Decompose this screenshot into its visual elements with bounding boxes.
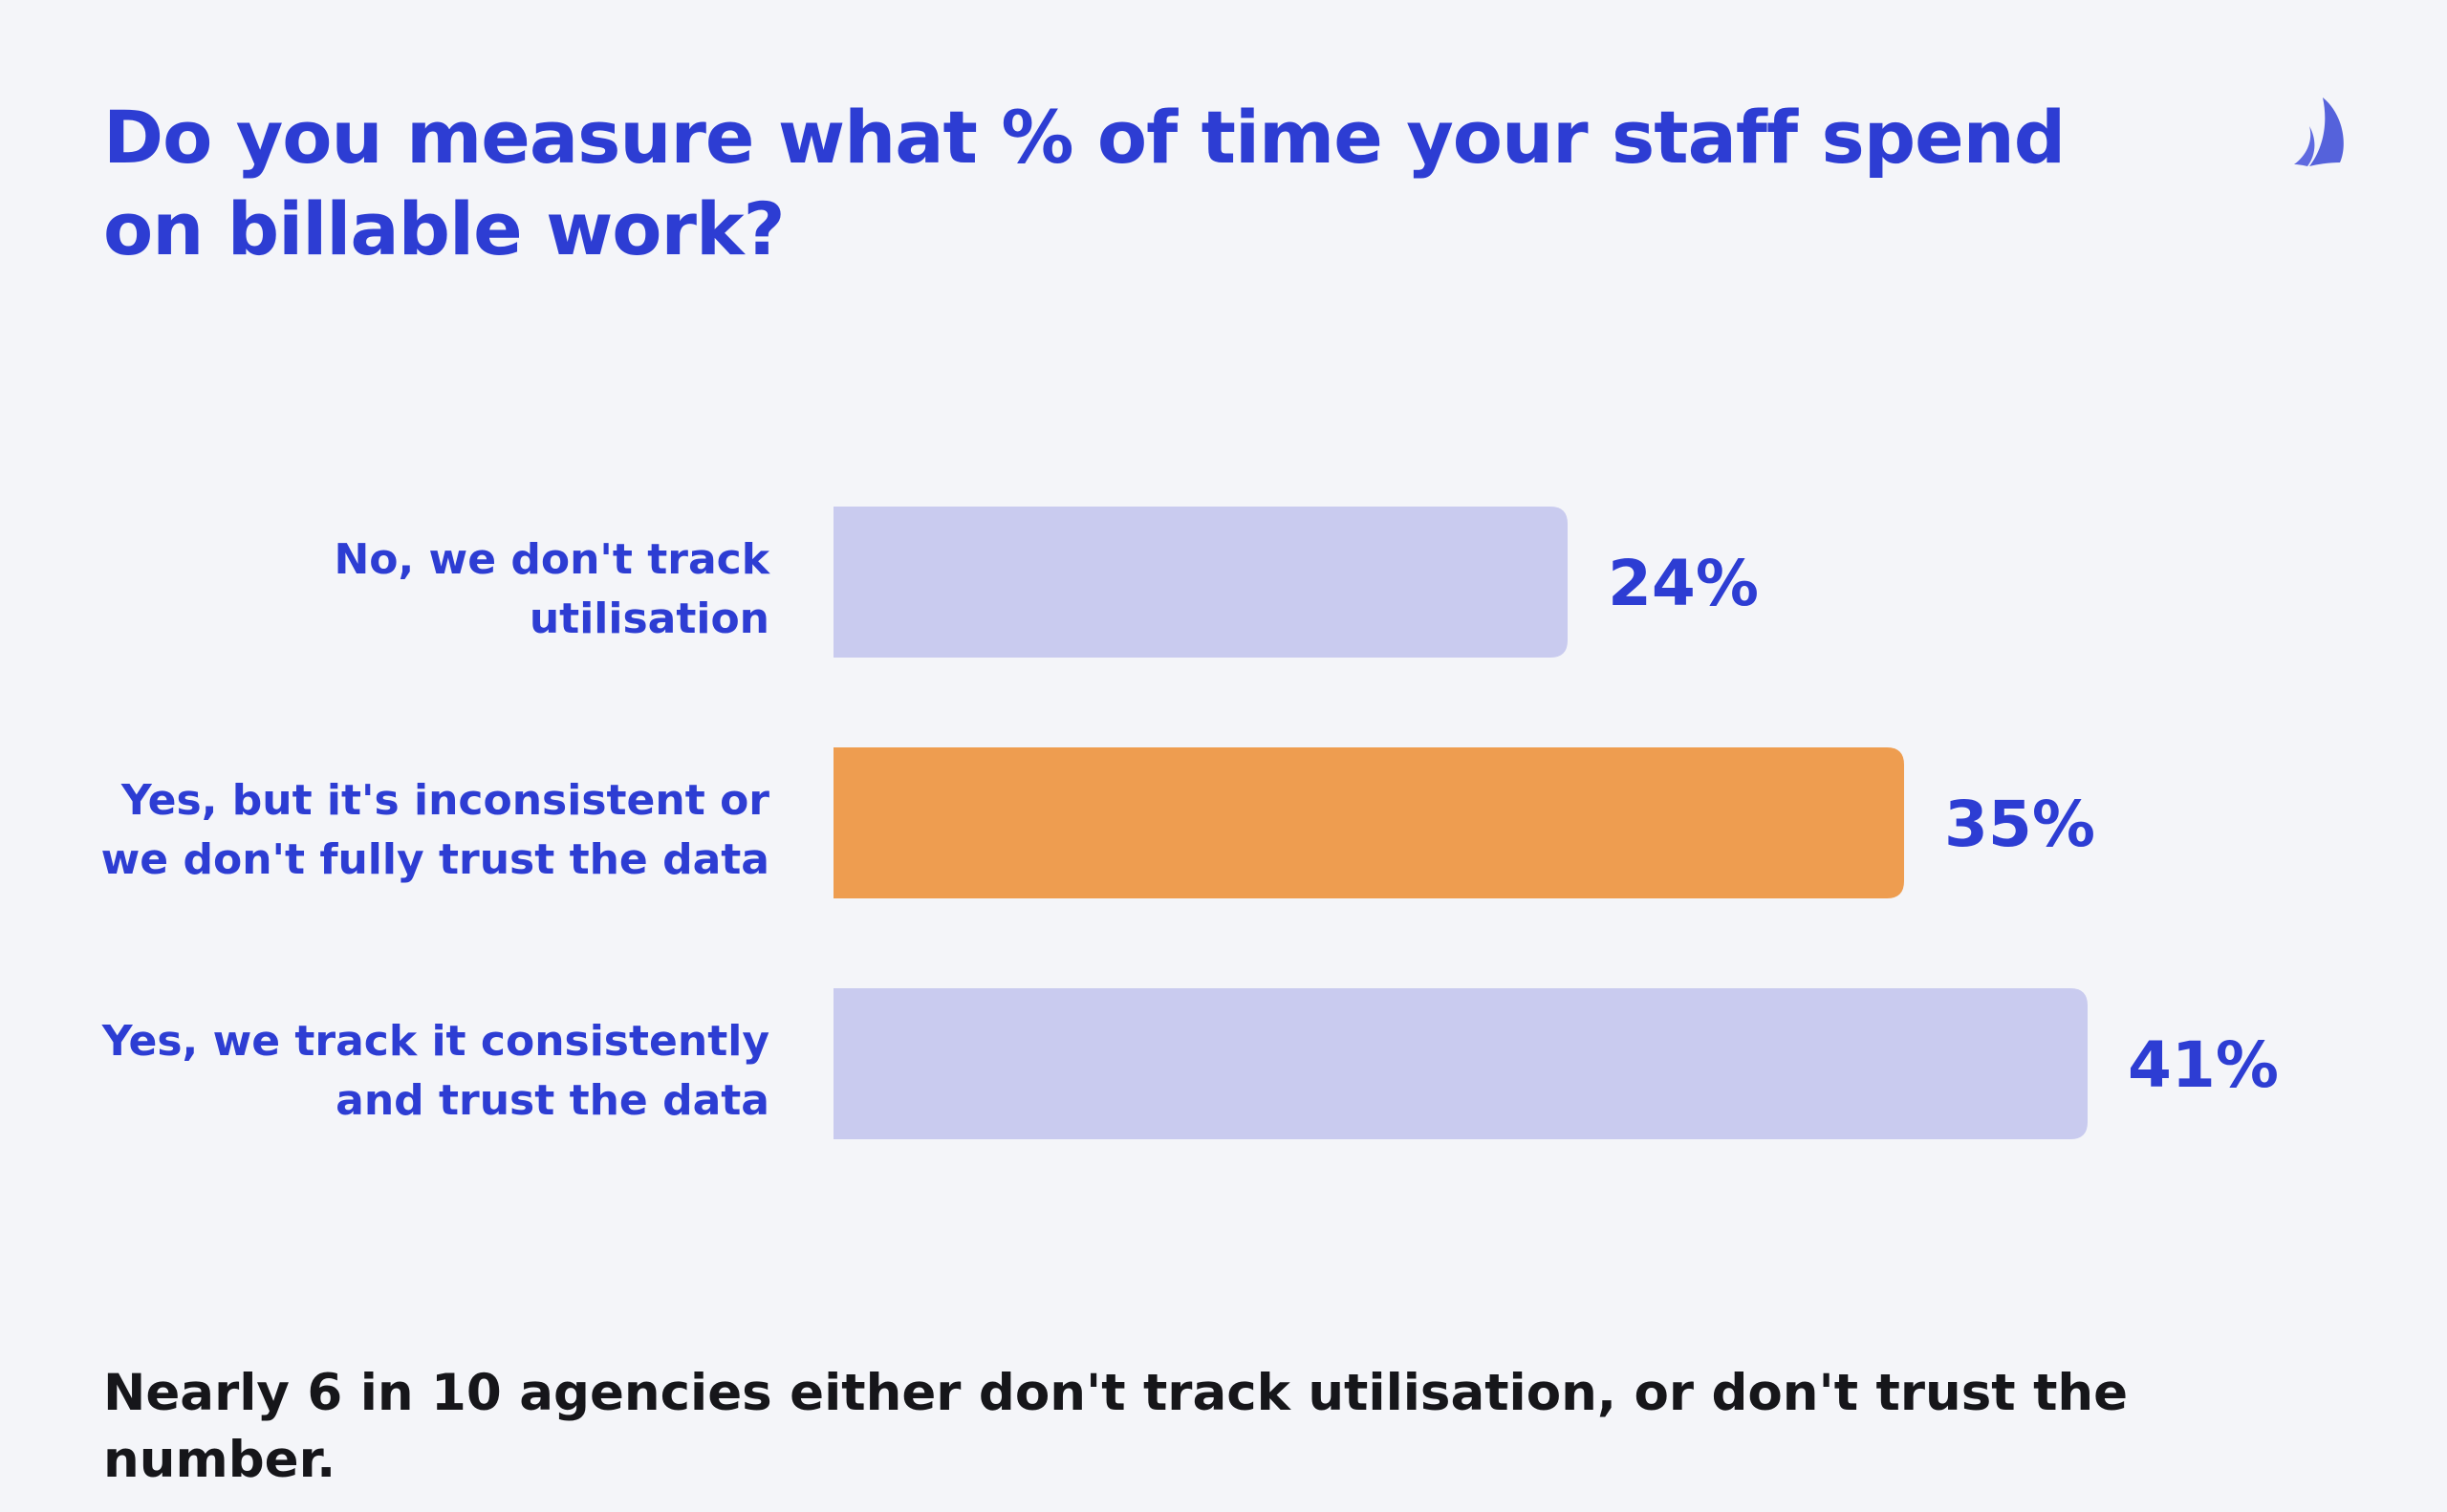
- value-label-1: 24%: [1608, 547, 1759, 620]
- sail-logo-icon: [2294, 97, 2344, 166]
- category-label-1-line-2: utilisation: [530, 594, 769, 643]
- bar-3: [834, 988, 2088, 1139]
- category-label-3-line-2: and trust the data: [336, 1076, 769, 1125]
- category-label-2-line-1: Yes, but it's inconsistent or: [120, 776, 769, 825]
- category-label-3-line-1: Yes, we track it consistently: [101, 1017, 769, 1066]
- bar-2: [834, 747, 1904, 898]
- category-label-1-line-1: No, we don't track: [334, 535, 770, 584]
- category-label-2-line-2: we don't fully trust the data: [101, 835, 769, 884]
- footer-note: Nearly 6 in 10 agencies either don't tra…: [103, 1364, 2129, 1489]
- chart-title: Do you measure what % of time your staff…: [103, 95, 2066, 271]
- value-label-3: 41%: [2128, 1028, 2279, 1102]
- value-label-2: 35%: [1944, 788, 2095, 861]
- chart-layer: 24% No, we don't track utilisation 35% Yes, …: [101, 507, 2279, 1139]
- bar-1: [834, 507, 1568, 658]
